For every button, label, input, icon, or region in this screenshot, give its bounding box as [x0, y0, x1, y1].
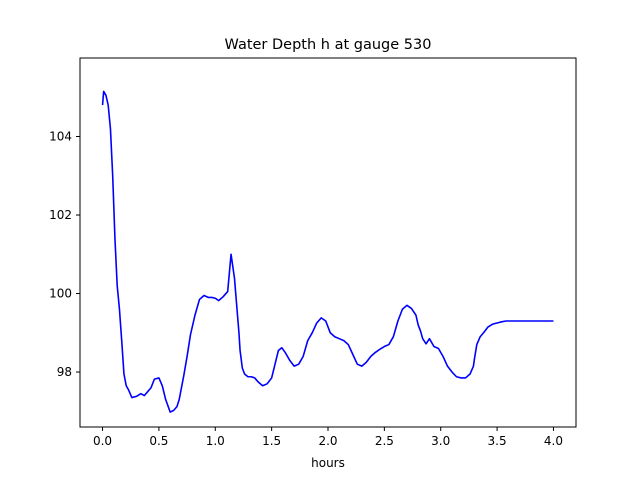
chart-title: Water Depth h at gauge 530: [225, 37, 432, 53]
x-tick-label: 4.0: [544, 434, 563, 448]
series-line-0: [101, 90, 554, 413]
x-tick-label: 2.0: [318, 434, 337, 448]
y-tick-label: 98: [57, 365, 72, 379]
x-tick-label: 3.5: [488, 434, 507, 448]
x-tick-label: 0.0: [93, 434, 112, 448]
y-axis-ticks: 98 100 102 104: [49, 130, 80, 379]
plot-area: [80, 58, 576, 427]
series-layer: [101, 90, 554, 413]
x-axis-ticks: 0.0 0.5 1.0 1.5 2.0 2.5 3.0 3.5 4.0: [93, 427, 563, 448]
x-tick-label: 0.5: [149, 434, 168, 448]
x-tick-label: 1.0: [206, 434, 225, 448]
y-tick-label: 102: [49, 208, 72, 222]
x-axis-label: hours: [311, 456, 345, 470]
y-tick-label: 104: [49, 130, 72, 144]
x-tick-label: 2.5: [375, 434, 394, 448]
x-tick-label: 3.0: [431, 434, 450, 448]
y-tick-label: 100: [49, 287, 72, 301]
x-tick-label: 1.5: [262, 434, 281, 448]
